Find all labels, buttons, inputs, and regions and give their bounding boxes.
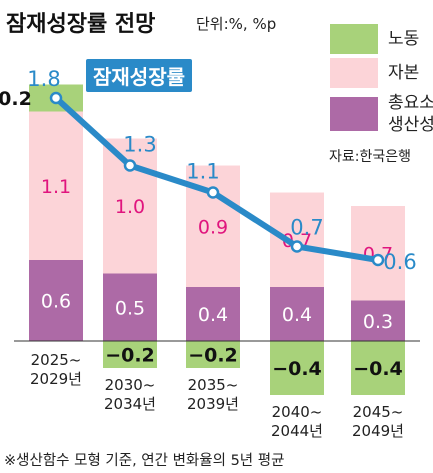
data-label-labor-4: −0.4 xyxy=(353,358,403,380)
bar-tfp-0 xyxy=(29,260,83,341)
bar-capital-4 xyxy=(351,206,405,301)
x-tick-label-1: 2030~ 2034년 xyxy=(104,376,156,413)
source-note: 자료:한국은행 xyxy=(329,149,411,165)
line-data-label-1: 1.3 xyxy=(123,133,156,157)
legend-swatch-tfp xyxy=(330,97,378,131)
line-data-label-4: 0.6 xyxy=(383,250,416,274)
bar-tfp-1 xyxy=(103,273,157,341)
data-label-capital-1: 1.0 xyxy=(115,196,145,218)
x-tick-label-4: 2045~ 2049년 xyxy=(352,403,404,440)
legend-swatch-capital xyxy=(330,58,378,88)
data-label-tfp-2: 0.4 xyxy=(198,304,228,326)
x-tick-label-3: 2040~ 2044년 xyxy=(271,403,323,440)
legend-label-capital: 자본 xyxy=(388,63,420,83)
data-label-tfp-0: 0.6 xyxy=(41,291,71,313)
data-label-tfp-4: 0.3 xyxy=(363,311,393,333)
bar-capital-3 xyxy=(270,192,324,287)
bar-tfp-4 xyxy=(351,300,405,341)
line-point-3 xyxy=(290,240,304,253)
data-label-tfp-1: 0.5 xyxy=(115,297,145,319)
line-data-label-2: 1.1 xyxy=(186,160,219,184)
footnote: ※생산함수 모형 기준, 연간 변화율의 5년 평균 xyxy=(4,453,285,469)
line-point-1 xyxy=(123,159,137,172)
legend-item-tfp: 총요소 생산성 xyxy=(330,92,433,136)
bar-capital-0 xyxy=(29,111,83,260)
legend-swatch-labor xyxy=(330,24,378,54)
bar-labor-4 xyxy=(351,341,405,395)
x-tick-label-0: 2025~ 2029년 xyxy=(30,351,82,388)
data-label-labor-1: −0.2 xyxy=(105,345,155,367)
data-label-labor-2: −0.2 xyxy=(188,345,238,367)
data-label-tfp-3: 0.4 xyxy=(282,304,312,326)
x-tick-label-2: 2035~ 2039년 xyxy=(187,376,239,413)
data-label-capital-0: 1.1 xyxy=(41,176,71,198)
data-label-labor-0: 0.2 xyxy=(0,88,32,110)
line-point-0 xyxy=(49,91,63,105)
line-point-2 xyxy=(206,186,220,199)
legend-item-capital: 자본 xyxy=(330,58,419,88)
data-label-capital-2: 0.9 xyxy=(198,216,228,238)
bar-labor-1 xyxy=(103,341,157,368)
legend-item-labor: 노동 xyxy=(330,24,419,54)
unit-label: 단위:%, %p xyxy=(196,15,277,33)
line-series-label: 잠재성장률 xyxy=(86,59,192,92)
bar-labor-3 xyxy=(270,341,324,395)
line-data-label-0: 1.8 xyxy=(27,67,60,91)
legend-label-tfp: 총요소 생산성 xyxy=(388,93,433,135)
bar-tfp-2 xyxy=(186,287,240,341)
bar-labor-2 xyxy=(186,341,240,368)
data-label-labor-3: −0.4 xyxy=(272,358,322,380)
bar-tfp-3 xyxy=(270,287,324,341)
chart-title: 잠재성장률 전망 xyxy=(6,12,156,37)
legend-label-labor: 노동 xyxy=(388,29,420,49)
line-point-4 xyxy=(371,253,385,267)
line-data-label-3: 0.7 xyxy=(290,216,323,240)
